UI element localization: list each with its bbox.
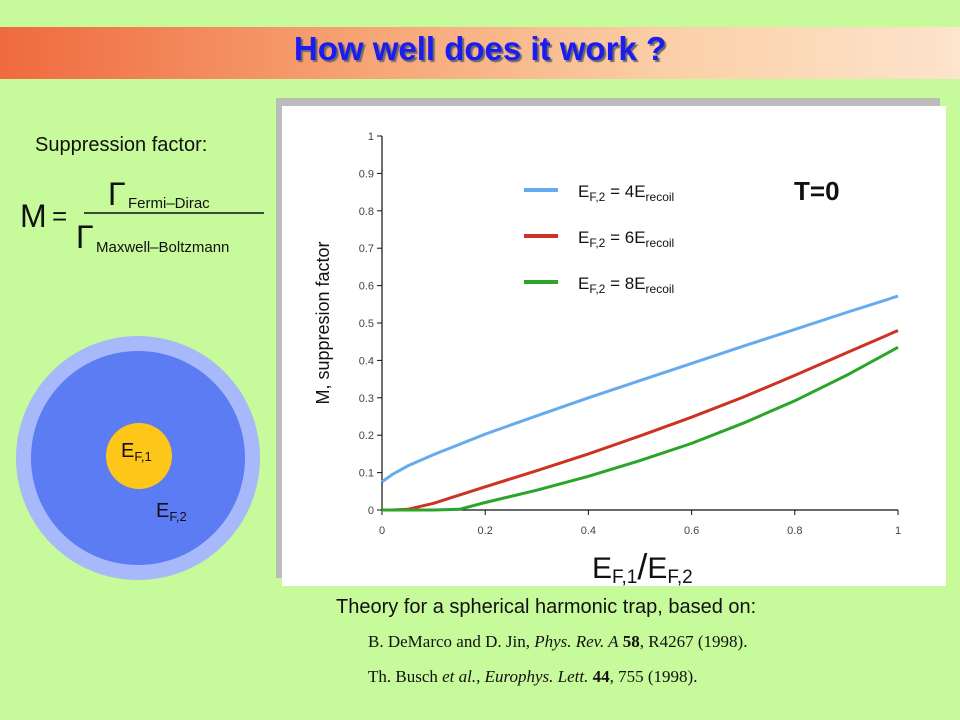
y-tick-label: 0.8 bbox=[359, 206, 374, 218]
y-tick-label: 0.6 bbox=[359, 281, 374, 293]
x-tick-labels: 0 0.2 0.4 0.6 0.8 1 bbox=[379, 525, 901, 537]
chart-legend: EF,2 = 4Erecoil EF,2 = 6Erecoil EF,2 = 8Er… bbox=[524, 182, 674, 296]
chart-annotation: T=0 bbox=[794, 176, 840, 206]
x-axis-label-text: EF,1/EF,2 bbox=[592, 546, 693, 586]
formula-equals: = bbox=[52, 201, 67, 231]
x-tick-label: 1 bbox=[895, 525, 901, 537]
y-tick-label: 0.4 bbox=[359, 355, 374, 367]
x-axis-label: EF,1/EF,2 bbox=[592, 546, 693, 588]
chart-panel: 0 0.1 0.2 0.3 0.4 0.5 0.6 0.7 0.8 0.9 1 0 0.2 0.4 0.6… bbox=[282, 106, 946, 588]
legend-label-3: EF,2 = 8Erecoil bbox=[578, 274, 674, 296]
y-tick-label: 0.7 bbox=[359, 243, 374, 255]
y-tick-label: 1 bbox=[368, 131, 374, 143]
y-tick-label: 0 bbox=[368, 505, 374, 517]
y-tick-label: 0.5 bbox=[359, 318, 374, 330]
y-axis-label: M, suppresion factor bbox=[313, 241, 333, 404]
reference-2: Th. Busch et al., Europhys. Lett. 44, 75… bbox=[368, 667, 698, 686]
x-tick-label: 0.6 bbox=[684, 525, 699, 537]
chart-axes bbox=[377, 135, 899, 515]
theory-text: Theory for a spherical harmonic trap, ba… bbox=[336, 596, 757, 618]
y-tick-label: 0.2 bbox=[359, 430, 374, 442]
y-tick-label: 0.9 bbox=[359, 168, 374, 180]
y-tick-labels: 0 0.1 0.2 0.3 0.4 0.5 0.6 0.7 0.8 0.9 1 bbox=[359, 131, 374, 517]
x-tick-label: 0.2 bbox=[478, 525, 493, 537]
x-tick-label: 0.8 bbox=[787, 525, 802, 537]
x-tick-label: 0.4 bbox=[581, 525, 596, 537]
series-line-2 bbox=[382, 329, 899, 512]
x-tick-label: 0 bbox=[379, 525, 385, 537]
series-line-1 bbox=[381, 294, 899, 484]
series-line-3 bbox=[382, 345, 899, 512]
chart-series bbox=[381, 294, 899, 512]
legend-label-2: EF,2 = 6Erecoil bbox=[578, 228, 674, 250]
legend-label-1: EF,2 = 4Erecoil bbox=[578, 182, 674, 204]
formula-lhs: M bbox=[20, 198, 47, 234]
formula-numerator-symbol: Γ bbox=[108, 176, 126, 212]
formula-denominator-symbol: Γ bbox=[76, 219, 94, 255]
title-bar bbox=[0, 27, 960, 79]
suppression-label: Suppression factor: bbox=[35, 134, 208, 156]
formula-numerator-subscript: Fermi–Dirac bbox=[128, 195, 210, 212]
reference-1: B. DeMarco and D. Jin, Phys. Rev. A 58, … bbox=[368, 632, 748, 651]
suppression-formula: M = Γ Fermi–Dirac Γ Maxwell–Boltzmann bbox=[20, 176, 264, 256]
y-tick-label: 0.3 bbox=[359, 393, 374, 405]
suppression-chart: 0 0.1 0.2 0.3 0.4 0.5 0.6 0.7 0.8 0.9 1 0 0.2 0.4 0.6… bbox=[313, 131, 901, 588]
outer-fermi-label: EF,2 bbox=[156, 500, 187, 524]
formula-denominator-subscript: Maxwell–Boltzmann bbox=[96, 239, 229, 256]
y-tick-label: 0.1 bbox=[359, 468, 374, 480]
inner-fermi-sea bbox=[106, 423, 172, 489]
inner-fermi-label: EF,1 bbox=[121, 440, 152, 464]
page-title: How well does it work ? bbox=[293, 30, 667, 67]
